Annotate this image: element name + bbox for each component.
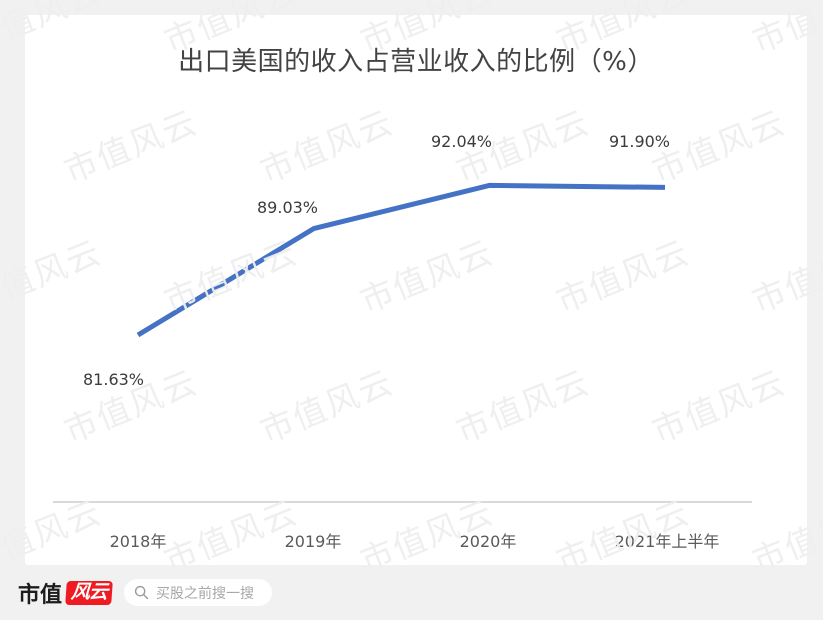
watermark-text: 市值风云 [0,102,8,191]
chart-card: 出口美国的收入占营业收入的比例（%） 81.63% 89.03% 92.04% … [25,15,807,565]
x-tick-label-2018: 2018年 [109,532,167,551]
chart-plot-area: 81.63% 89.03% 92.04% 91.90% 2018年 2019年 … [25,15,807,565]
brand-badge: 风云 [65,580,113,605]
x-tick-label-2020: 2020年 [459,532,517,551]
data-label-2021h1: 91.90% [609,132,671,151]
search-input[interactable]: 买股之前搜一搜 [124,579,273,606]
brand-logo: 市值 风云 [18,577,113,609]
page-title: 出口美国的收入占营业收入的比例（%） [178,47,654,77]
series-line-path [136,182,666,338]
data-label-2019: 89.03% [257,198,319,217]
data-label-2018: 81.63% [83,370,145,389]
search-icon [134,585,149,600]
brand-name-text: 市值 [18,582,63,608]
data-label-2020: 92.04% [431,132,493,151]
x-tick-label-2021h1: 2021年上半年 [614,532,720,551]
x-tick-label-2019: 2019年 [284,532,342,551]
line-chart-svg [53,182,752,503]
watermark-text: 市值风云 [0,362,8,451]
footer-bar: 市值 风云 买股之前搜一搜 [0,565,823,620]
search-placeholder-text: 买股之前搜一搜 [156,585,255,602]
